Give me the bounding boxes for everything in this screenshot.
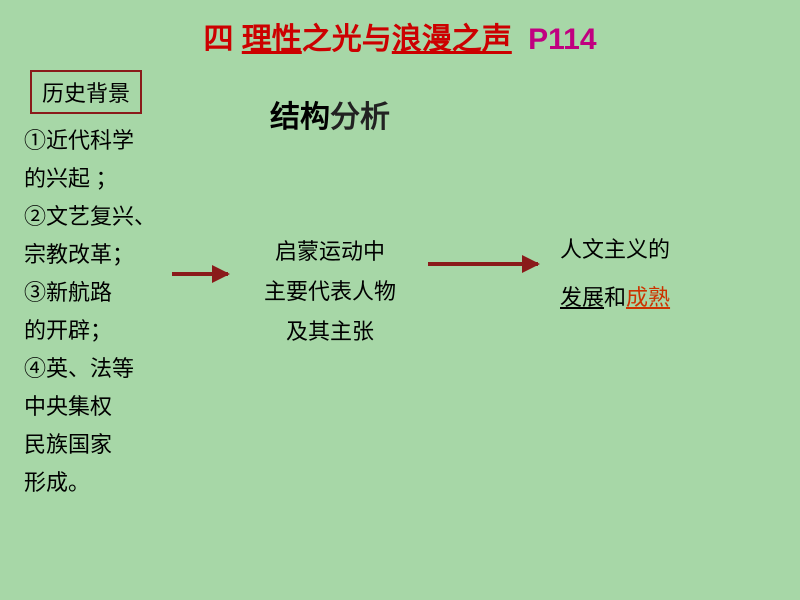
title-underline-2: 浪漫之声 [392, 23, 512, 56]
title-mid: 之光与 [302, 23, 392, 56]
right-line-1: 人文主义的 [560, 226, 760, 274]
center-block: 启蒙运动中 主要代表人物 及其主张 [240, 232, 420, 352]
left-list-line: 宗教改革； [24, 236, 174, 274]
right-mature: 成熟 [626, 285, 670, 310]
title-page-ref: P114 [520, 23, 597, 56]
title-prefix: 四 [203, 23, 241, 56]
left-list: ①近代科学 的兴起 ； ②文艺复兴、 宗教改革； ③新航路 的开辟； ④英、法等… [24, 122, 174, 502]
right-block: 人文主义的 发展和成熟 [560, 226, 760, 322]
right-line-2: 发展和成熟 [560, 274, 760, 322]
left-list-line: ①近代科学 [24, 122, 174, 160]
center-line-3: 及其主张 [240, 312, 420, 352]
left-list-line: 形成。 [24, 464, 174, 502]
arrow-2 [428, 262, 538, 266]
slide-title: 四 理性之光与浪漫之声 P114 [0, 14, 800, 58]
history-box: 历史背景 [30, 70, 142, 114]
center-line-2: 主要代表人物 [240, 272, 420, 312]
left-list-line: 的开辟； [24, 312, 174, 350]
left-list-line: ③新航路 [24, 274, 174, 312]
left-list-line: 中央集权 [24, 388, 174, 426]
subtitle: 结构分析 [270, 92, 390, 136]
right-develop: 发展 [560, 285, 604, 310]
title-underline-1: 理性 [242, 23, 302, 56]
subtitle-part-a: 结构 [270, 101, 330, 134]
left-list-line: ④英、法等 [24, 350, 174, 388]
left-list-line: ②文艺复兴、 [24, 198, 174, 236]
history-box-label: 历史背景 [42, 81, 130, 106]
slide-canvas: 四 理性之光与浪漫之声 P114 历史背景 结构分析 ①近代科学 的兴起 ； ②… [0, 0, 800, 600]
right-and: 和 [604, 285, 626, 310]
left-list-line: 民族国家 [24, 426, 174, 464]
left-list-line: 的兴起 ； [24, 160, 174, 198]
subtitle-part-b: 分析 [330, 101, 390, 134]
center-line-1: 启蒙运动中 [240, 232, 420, 272]
arrow-1 [172, 272, 228, 276]
